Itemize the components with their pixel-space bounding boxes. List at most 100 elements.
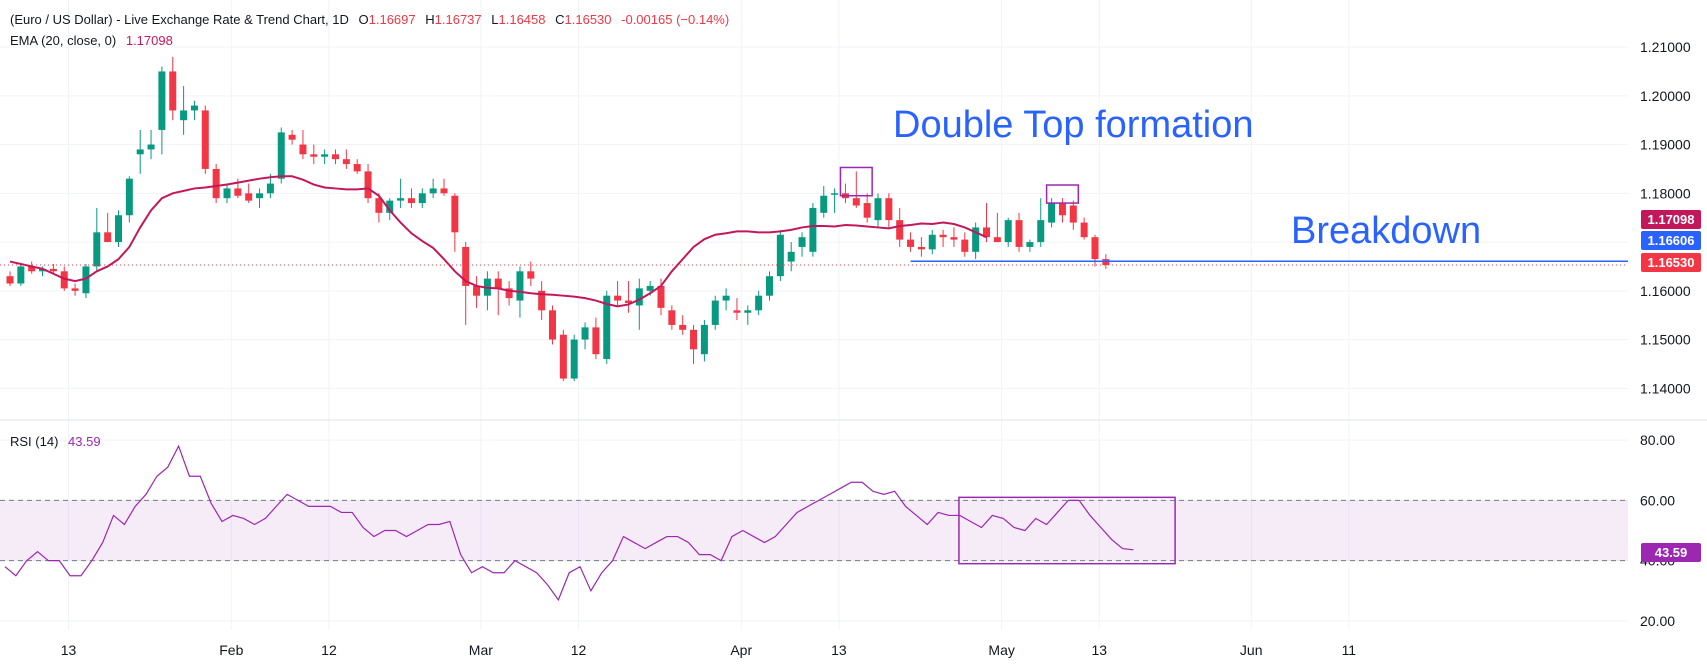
candle-body — [809, 207, 817, 252]
ema-label: EMA (20, close, 0) — [10, 33, 117, 48]
candle-body — [1048, 203, 1056, 223]
last-price-label: 1.16530 — [1641, 253, 1701, 272]
x-tick-label: May — [988, 642, 1014, 658]
candle-body — [505, 288, 513, 299]
candle-body — [39, 268, 47, 272]
candle-body — [234, 188, 242, 196]
candle-body — [299, 144, 307, 155]
candle-body — [907, 239, 915, 247]
breakdown-annotation: Breakdown — [1291, 210, 1482, 252]
ema-line — [9, 175, 987, 308]
candle-body — [972, 227, 980, 252]
rsi-label: RSI (14) — [10, 434, 59, 449]
candle-body — [397, 198, 405, 201]
candle-body — [983, 227, 990, 238]
candle-body — [755, 295, 763, 311]
rsi-legend[interactable]: RSI (14) 43.59 — [10, 434, 107, 449]
candle-body — [961, 239, 969, 252]
candle-body — [722, 295, 730, 301]
candle-body — [375, 198, 383, 213]
candle-body — [776, 234, 784, 277]
ema-legend[interactable]: EMA (20, close, 0) 1.17098 — [10, 33, 179, 48]
price-tick-label: 1.21000 — [1640, 39, 1691, 55]
candle-body — [516, 271, 524, 301]
change-value: -0.00165 (−0.14%) — [621, 12, 730, 27]
candle-body — [657, 285, 665, 308]
x-tick-label: 13 — [831, 642, 847, 658]
candle-body — [1037, 220, 1045, 243]
rsi-pane — [0, 444, 1628, 602]
candle-body — [993, 237, 1001, 243]
symbol-title[interactable]: (Euro / US Dollar) - Live Exchange Rate … — [10, 12, 349, 27]
price-pane — [0, 56, 1628, 381]
candle-body — [49, 268, 57, 272]
x-tick-label: 13 — [61, 642, 77, 658]
candle-body — [288, 134, 296, 140]
candle-body — [1026, 242, 1034, 247]
double-top-annotation: Double Top formation — [893, 104, 1254, 146]
candle-body — [538, 290, 546, 311]
price-tick-label: 1.14000 — [1640, 380, 1691, 396]
candle-body — [668, 310, 676, 325]
candle-body — [266, 183, 274, 194]
candle-body — [820, 195, 828, 213]
x-tick-label: Mar — [469, 642, 493, 658]
open-value: 1.16697 — [368, 12, 416, 27]
candle-body — [581, 327, 589, 340]
rsi-tick-label: 20.00 — [1640, 613, 1675, 629]
candle-body — [190, 105, 198, 111]
price-tick-label: 1.18000 — [1640, 185, 1691, 201]
candle-body — [928, 234, 936, 250]
candle-body — [711, 300, 719, 325]
rsi-value-label: 43.59 — [1641, 543, 1701, 562]
candle-body — [136, 149, 144, 155]
price-tick-label: 1.19000 — [1640, 137, 1691, 153]
candle-body — [603, 295, 611, 360]
price-tick-label: 1.20000 — [1640, 88, 1691, 104]
candle-body — [635, 288, 643, 306]
axes: 1.210001.200001.190001.180001.170001.160… — [0, 39, 1707, 658]
candle-body — [646, 285, 654, 291]
candle-body — [451, 195, 459, 233]
candle-body — [527, 271, 535, 279]
candle-body — [744, 310, 752, 313]
candle-body — [147, 144, 155, 150]
candle-body — [429, 188, 437, 194]
candle-body — [614, 295, 622, 301]
candle-body — [1091, 237, 1099, 260]
candle-body — [407, 198, 415, 204]
price-tick-label: 1.15000 — [1640, 332, 1691, 348]
low-value: 1.16458 — [498, 12, 546, 27]
candle-body — [1015, 220, 1023, 247]
candle-body — [82, 266, 90, 294]
candle-body — [733, 310, 741, 313]
rsi-value: 43.59 — [68, 434, 101, 449]
candle-body — [93, 232, 101, 267]
double-top-box-right — [1045, 184, 1080, 204]
candle-body — [386, 200, 394, 213]
candle-body — [1069, 205, 1077, 223]
ema-value: 1.17098 — [125, 33, 173, 48]
x-tick-label: 12 — [321, 642, 337, 658]
candle-body — [863, 203, 871, 218]
candle-body — [332, 154, 339, 160]
high-value: 1.16737 — [434, 12, 482, 27]
candle-body — [104, 232, 112, 243]
candle-body — [256, 193, 264, 199]
high-label: H — [425, 12, 435, 27]
ema-price-label: 1.17098 — [1641, 210, 1701, 229]
candle-body — [28, 266, 36, 272]
open-label: O — [358, 12, 369, 27]
candle-body — [473, 285, 481, 296]
candle-body — [180, 110, 188, 121]
candle-body — [939, 234, 947, 238]
candle-body — [223, 188, 231, 199]
x-tick-label: 12 — [571, 642, 587, 658]
candle-body — [125, 178, 133, 216]
candle-body — [679, 324, 687, 330]
low-label: L — [491, 12, 499, 27]
candle-body — [321, 154, 329, 157]
close-label: C — [555, 12, 565, 27]
candle-body — [310, 154, 318, 157]
candle-body — [71, 288, 79, 291]
